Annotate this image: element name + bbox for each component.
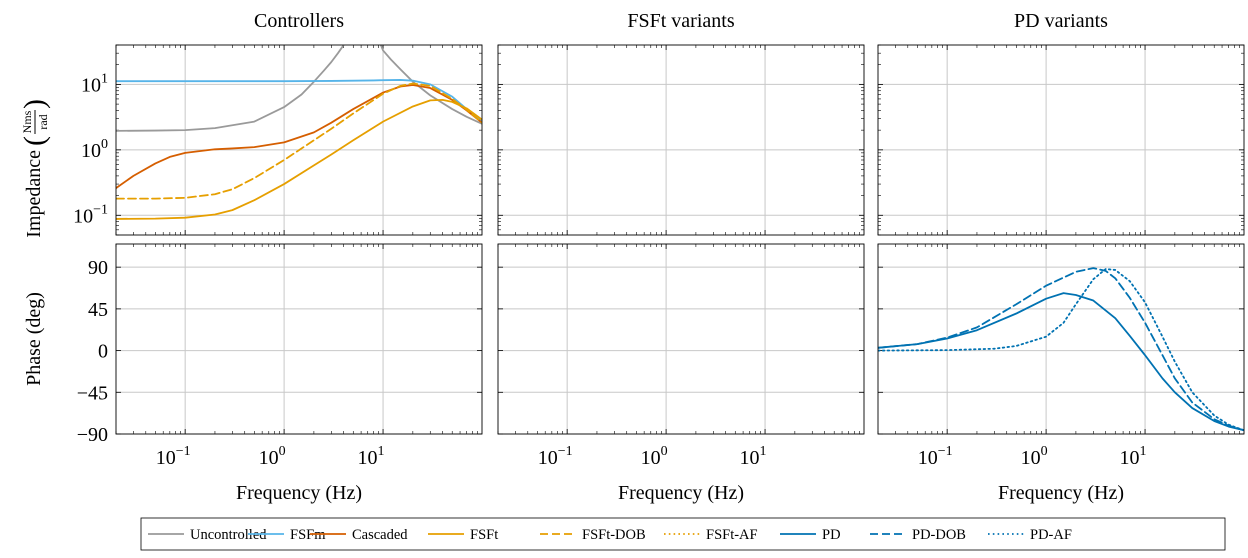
legend-label-fsft: FSFt: [470, 527, 498, 543]
phase-tick-label: 0: [98, 341, 108, 363]
legend-label-pd-dob: PD-DOB: [912, 527, 966, 543]
impedance-ylabel: Impedance ( Nms rad ): [18, 99, 51, 238]
x-tick-label: 10−1: [918, 444, 953, 469]
pd-variants-phase-frame: [877, 243, 1245, 435]
controllers-impedance-frame: [115, 44, 483, 236]
series-line-pd-af: [878, 268, 1244, 432]
fsft-variants-phase-series: [498, 268, 864, 409]
legend-label-cascaded: Cascaded: [352, 527, 408, 543]
impedance-tick-label: 10−1: [73, 202, 108, 227]
impedance-tick-label: 100: [81, 137, 108, 162]
pd-variants-impedance-series: [878, 80, 1244, 198]
fsft-variants-impedance-panel: [497, 44, 865, 236]
phase-tick-label: 45: [88, 299, 108, 321]
x-tick-label: 100: [641, 444, 668, 469]
controllers-impedance-panel: 101 100 10−1: [73, 44, 483, 236]
x-tick-label: 100: [259, 444, 286, 469]
fsft-variants-phase-frame: [497, 243, 865, 435]
xlabel-pd-variants: Frequency (Hz): [998, 482, 1124, 504]
series-line-fsft-af: [498, 268, 864, 409]
impedance-unit-numerator: Nms: [20, 110, 34, 133]
x-tick-label: 101: [1120, 444, 1147, 469]
impedance-tick-label: 101: [81, 71, 108, 96]
series-line-fsft: [498, 100, 864, 219]
phase-tick-label: −45: [77, 382, 108, 404]
x-tick-label: 10−1: [538, 444, 573, 469]
phase-tick-label: 90: [88, 257, 108, 279]
series-line-pd-af: [878, 81, 1244, 168]
series-line-uncontrolled: [116, 45, 345, 132]
pd-variants-phase-panel: 10−1 100 101: [877, 243, 1245, 469]
legend-label-fsfm: FSFm: [290, 527, 326, 543]
series-line-fsft-dob: [498, 98, 864, 232]
series-line-fsfm: [116, 79, 482, 123]
column-title-pd-variants: PD variants: [1014, 10, 1108, 32]
controllers-phase-panel: 90 45 0 −45 −90 10−1 100 101: [77, 243, 483, 469]
x-tick-label: 101: [358, 444, 385, 469]
legend-label-pd-af: PD-AF: [1030, 527, 1072, 543]
x-tick-label: 100: [1021, 444, 1048, 469]
fsft-variants-impedance-frame: [497, 44, 865, 236]
legend-label-uncontrolled: Uncontrolled: [190, 527, 267, 543]
series-line-fsft: [498, 279, 864, 408]
controllers-phase-frame: [115, 243, 483, 435]
fsft-variants-impedance-series: [498, 97, 864, 232]
controllers-impedance-series: [116, 45, 482, 220]
xlabel-controllers: Frequency (Hz): [236, 482, 362, 504]
impedance-ylabel-paren-open: (: [18, 136, 51, 146]
series-line-fsft: [116, 98, 482, 220]
legend-label-pd: PD: [822, 527, 841, 543]
column-title-fsft-variants: FSFt variants: [627, 10, 734, 32]
series-line-fsft-dob: [116, 82, 482, 200]
phase-ylabel: Phase (deg): [23, 292, 45, 386]
impedance-ylabel-paren-close: ): [18, 99, 51, 109]
series-line-pd-dob: [878, 80, 1244, 198]
pd-variants-phase-series: [878, 267, 1244, 432]
fsft-variants-phase-panel: 10−1 100 101: [497, 243, 865, 469]
series-line-uncontrolled: [116, 274, 482, 434]
legend: Uncontrolled FSFm Cascaded FSFt FSFt-DOB FSFt…: [140, 517, 1226, 551]
pd-variants-impedance-panel: [877, 44, 1245, 236]
x-tick-label: 10−1: [156, 444, 191, 469]
legend-label-fsft-dob: FSFt-DOB: [582, 527, 646, 543]
column-title-controllers: Controllers: [254, 10, 344, 32]
series-line-fsft-dob: [116, 267, 482, 423]
series-line-pd-dob: [878, 267, 1244, 432]
series-line-pd: [878, 84, 1244, 168]
legend-label-fsft-af: FSFt-AF: [706, 527, 758, 543]
series-line-cascaded: [116, 84, 482, 190]
pd-variants-impedance-frame: [877, 44, 1245, 236]
series-line-fsft-af: [498, 97, 864, 219]
xlabel-fsft-variants: Frequency (Hz): [618, 482, 744, 504]
series-line-pd: [878, 292, 1244, 432]
impedance-ylabel-main: Impedance: [23, 150, 45, 238]
impedance-unit-denominator: rad: [36, 114, 50, 129]
phase-tick-label: −90: [77, 424, 108, 446]
series-line-fsft-dob: [498, 268, 864, 409]
series-line-fsft: [116, 279, 482, 408]
x-tick-label: 101: [740, 444, 767, 469]
series-line-uncontrolled: [379, 45, 482, 125]
